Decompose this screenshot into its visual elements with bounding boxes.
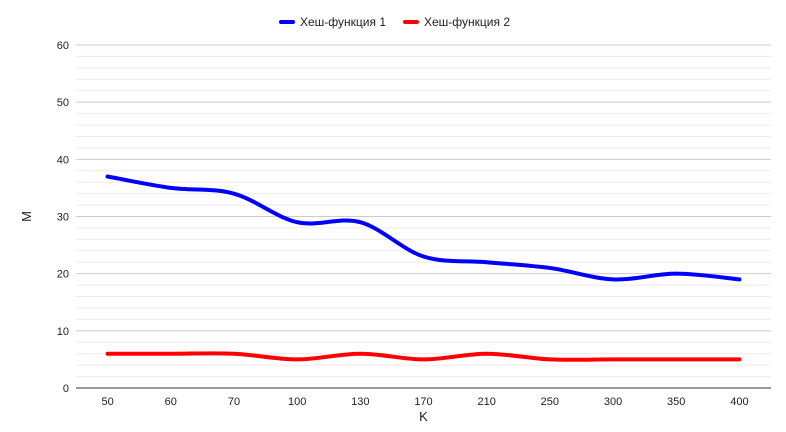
x-tick-label: 70	[228, 396, 240, 408]
x-tick-label: 250	[541, 396, 559, 408]
series	[105, 174, 742, 362]
y-tick-label: 40	[57, 154, 69, 166]
x-tick-label: 130	[351, 396, 369, 408]
x-tick-label: 60	[165, 396, 177, 408]
series-line-1	[105, 174, 742, 282]
x-tick-label: 50	[101, 396, 113, 408]
x-tick-label: 100	[288, 396, 306, 408]
y-axis-title: M	[19, 211, 34, 222]
x-axis-title: K	[419, 409, 428, 424]
legend: Хеш-функция 1 Хеш-функция 2	[279, 15, 510, 29]
grid	[76, 44, 771, 378]
y-tick-label: 10	[57, 326, 69, 338]
y-axis-ticks: 0 10 20 30 40 50 60	[57, 40, 69, 395]
y-tick-label: 20	[57, 269, 69, 281]
series-line-2	[105, 351, 742, 362]
y-tick-label: 0	[63, 383, 69, 395]
legend-label-2: Хеш-функция 2	[424, 15, 510, 29]
y-tick-label: 30	[57, 212, 69, 224]
x-tick-label: 300	[604, 396, 622, 408]
x-tick-label: 350	[667, 396, 685, 408]
y-tick-label: 60	[57, 40, 69, 52]
x-tick-label: 210	[478, 396, 496, 408]
x-tick-label: 170	[414, 396, 432, 408]
x-tick-label: 400	[730, 396, 748, 408]
y-tick-label: 50	[57, 97, 69, 109]
x-axis-ticks: 50 60 70 100 130 170 210 250 300 350 400	[101, 396, 748, 408]
legend-label-1: Хеш-функция 1	[300, 15, 386, 29]
